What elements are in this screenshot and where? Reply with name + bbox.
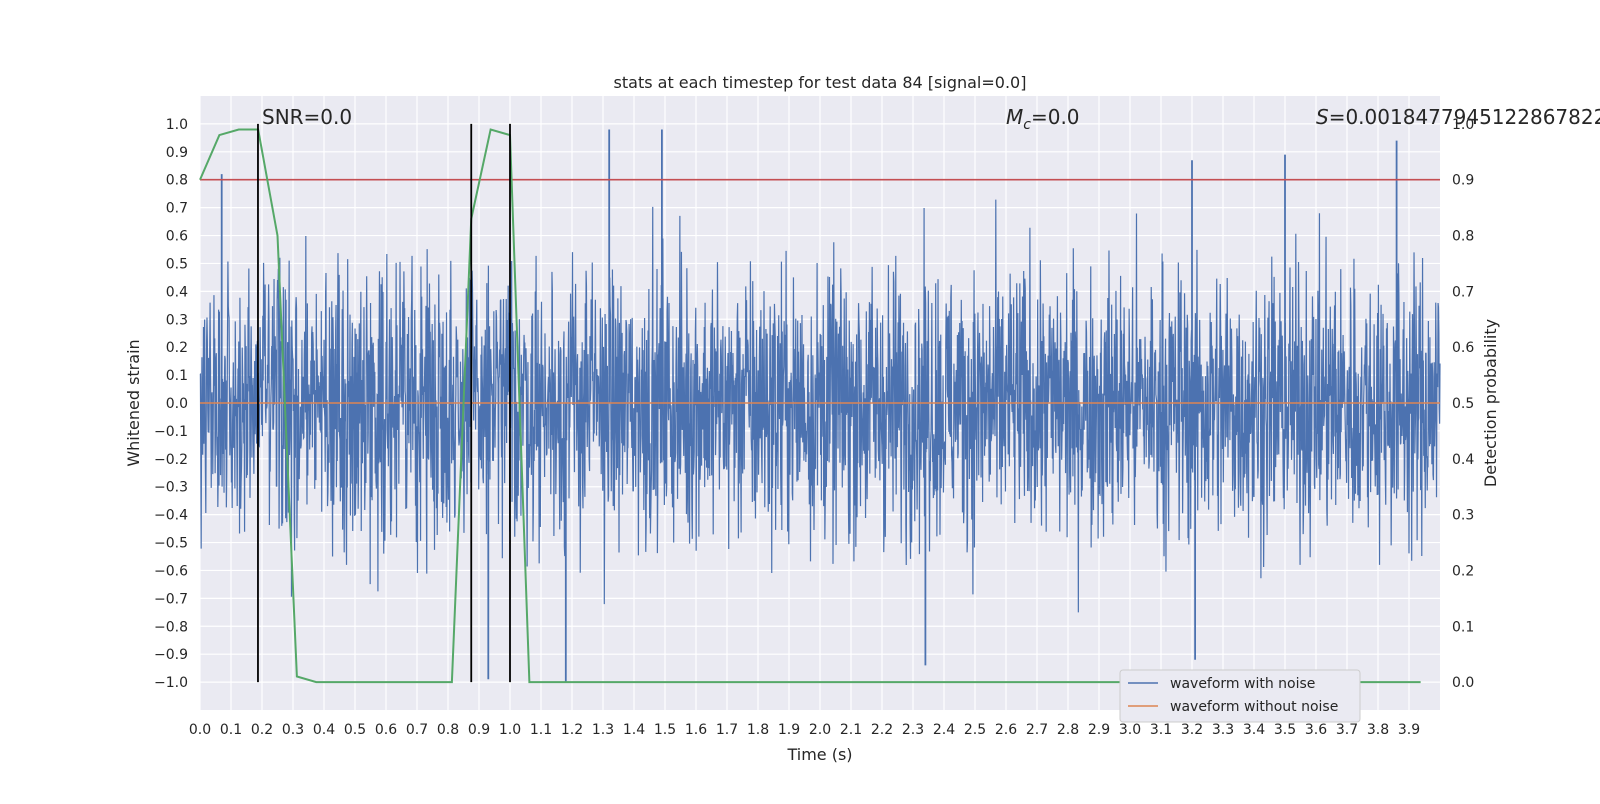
x-tick-labels: 0.0 0.1 0.2 0.3 0.4 0.5 0.6 0.7 0.8 0.9 1.0 1.1 1.2 1… xyxy=(189,722,1420,738)
y-tick-label-left: 0.8 xyxy=(166,173,188,189)
y-tick-label-left: −0.9 xyxy=(154,647,188,663)
y-tick-label-left: 0.2 xyxy=(166,340,188,356)
y-tick-label-left: 1.0 xyxy=(166,117,188,133)
y-tick-label-left: 0.7 xyxy=(166,201,188,217)
x-tick-label: 2.8 xyxy=(1057,722,1079,738)
y-tick-label-left: −0.6 xyxy=(154,563,188,579)
x-tick-label: 1.1 xyxy=(530,722,552,738)
legend-label-clean: waveform without noise xyxy=(1170,699,1338,715)
x-tick-label: 3.2 xyxy=(1181,722,1203,738)
x-tick-label: 0.2 xyxy=(251,722,273,738)
x-tick-label: 0.5 xyxy=(344,722,366,738)
y-tick-label-right: 0.1 xyxy=(1452,619,1474,635)
y-tick-label-left: 0.1 xyxy=(166,368,188,384)
x-tick-label: 2.4 xyxy=(933,722,955,738)
x-tick-label: 2.5 xyxy=(964,722,986,738)
x-tick-label: 0.9 xyxy=(468,722,490,738)
y-tick-label-right: 0.5 xyxy=(1452,396,1474,412)
y-axis-label-right: Detection probability xyxy=(1481,319,1500,487)
y-tick-label-left: 0.9 xyxy=(166,145,188,161)
x-axis-label: Time (s) xyxy=(786,745,852,764)
mc-annotation: Mc=0.0 xyxy=(1006,105,1080,133)
y-tick-label-left: 0.3 xyxy=(166,312,188,328)
x-tick-label: 1.8 xyxy=(747,722,769,738)
x-tick-label: 1.2 xyxy=(561,722,583,738)
x-tick-label: 0.1 xyxy=(220,722,242,738)
x-tick-label: 2.1 xyxy=(840,722,862,738)
legend: waveform with noise waveform without noi… xyxy=(1119,669,1361,723)
y-tick-label-right: 0.8 xyxy=(1452,229,1474,245)
y-tick-label-left: 0.0 xyxy=(166,396,188,412)
x-tick-label: 2.3 xyxy=(902,722,924,738)
x-tick-label: 2.9 xyxy=(1088,722,1110,738)
y-tick-label-left: −0.5 xyxy=(154,536,188,552)
x-tick-label: 3.6 xyxy=(1305,722,1327,738)
y-tick-label-right: 0.7 xyxy=(1452,284,1474,300)
x-tick-label: 1.7 xyxy=(716,722,738,738)
probability-series-group xyxy=(199,128,1421,684)
mc-symbol: M xyxy=(1006,105,1023,129)
x-tick-label: 0.3 xyxy=(282,722,304,738)
s-symbol: S xyxy=(1316,105,1329,129)
x-tick-label: 3.9 xyxy=(1398,722,1420,738)
y-tick-label-left: 0.6 xyxy=(166,229,188,245)
series-detection-probability xyxy=(199,128,1421,684)
x-tick-label: 2.0 xyxy=(809,722,831,738)
mc-value: =0.0 xyxy=(1031,105,1080,129)
x-tick-label: 3.7 xyxy=(1336,722,1358,738)
x-tick-label: 0.6 xyxy=(375,722,397,738)
y-tick-label-left: −0.7 xyxy=(154,591,188,607)
y-tick-label-left: −1.0 xyxy=(154,675,188,691)
y-tick-labels-left: −1.0 −0.9 −0.8 −0.7 −0.6 −0.5 −0.4 −0.3 −0.2 −0.1… xyxy=(154,117,188,691)
x-tick-label: 1.5 xyxy=(654,722,676,738)
x-tick-label: 2.2 xyxy=(871,722,893,738)
s-annotation: S=0.0018477945122867822 xyxy=(1316,105,1600,129)
y-tick-label-right: 0.9 xyxy=(1452,173,1474,189)
x-tick-label: 2.7 xyxy=(1026,722,1048,738)
x-tick-label: 3.4 xyxy=(1243,722,1265,738)
x-tick-label: 1.3 xyxy=(592,722,614,738)
x-tick-label: 1.6 xyxy=(685,722,707,738)
chart-title: stats at each timestep for test data 84 … xyxy=(614,73,1027,92)
y-tick-label-right: 1.0 xyxy=(1452,117,1474,133)
x-tick-label: 2.6 xyxy=(995,722,1017,738)
legend-label-noise: waveform with noise xyxy=(1170,676,1315,692)
x-tick-label: 0.7 xyxy=(406,722,428,738)
x-tick-label: 3.0 xyxy=(1119,722,1141,738)
x-tick-label: 1.9 xyxy=(778,722,800,738)
vline-group xyxy=(257,123,511,683)
y-tick-label-left: −0.4 xyxy=(154,508,188,524)
x-tick-label: 1.0 xyxy=(499,722,521,738)
series-waveform-with-noise xyxy=(199,199,1441,613)
mc-subscript: c xyxy=(1023,117,1031,133)
y-tick-label-left: −0.1 xyxy=(154,424,188,440)
y-tick-label-right: 0.3 xyxy=(1452,508,1474,524)
y-tick-labels-right: 0.0 0.1 0.2 0.3 0.4 0.5 0.6 0.7 0.8 0.9 1.0 xyxy=(1452,117,1474,691)
s-value: =0.0018477945122867822 xyxy=(1329,105,1600,129)
x-tick-label: 0.8 xyxy=(437,722,459,738)
y-tick-label-left: 0.4 xyxy=(166,284,188,300)
y-tick-label-right: 0.2 xyxy=(1452,563,1474,579)
y-tick-label-left: −0.8 xyxy=(154,619,188,635)
y-tick-label-right: 0.6 xyxy=(1452,340,1474,356)
y-tick-label-left: −0.2 xyxy=(154,452,188,468)
y-tick-label-left: −0.3 xyxy=(154,480,188,496)
x-tick-label: 3.3 xyxy=(1212,722,1234,738)
x-tick-label: 3.8 xyxy=(1367,722,1389,738)
y-axis-label-left: Whitened strain xyxy=(124,339,143,466)
x-tick-label: 0.4 xyxy=(313,722,335,738)
y-tick-label-right: 0.4 xyxy=(1452,452,1474,468)
x-tick-label: 0.0 xyxy=(189,722,211,738)
y-tick-label-left: 0.5 xyxy=(166,256,188,272)
noise-series-group xyxy=(199,129,1441,683)
x-tick-label: 3.5 xyxy=(1274,722,1296,738)
legend-box xyxy=(1119,669,1361,723)
y-tick-label-right: 0.0 xyxy=(1452,675,1474,691)
x-tick-label: 3.1 xyxy=(1150,722,1172,738)
snr-annotation: SNR=0.0 xyxy=(262,105,352,129)
x-tick-label: 1.4 xyxy=(623,722,645,738)
